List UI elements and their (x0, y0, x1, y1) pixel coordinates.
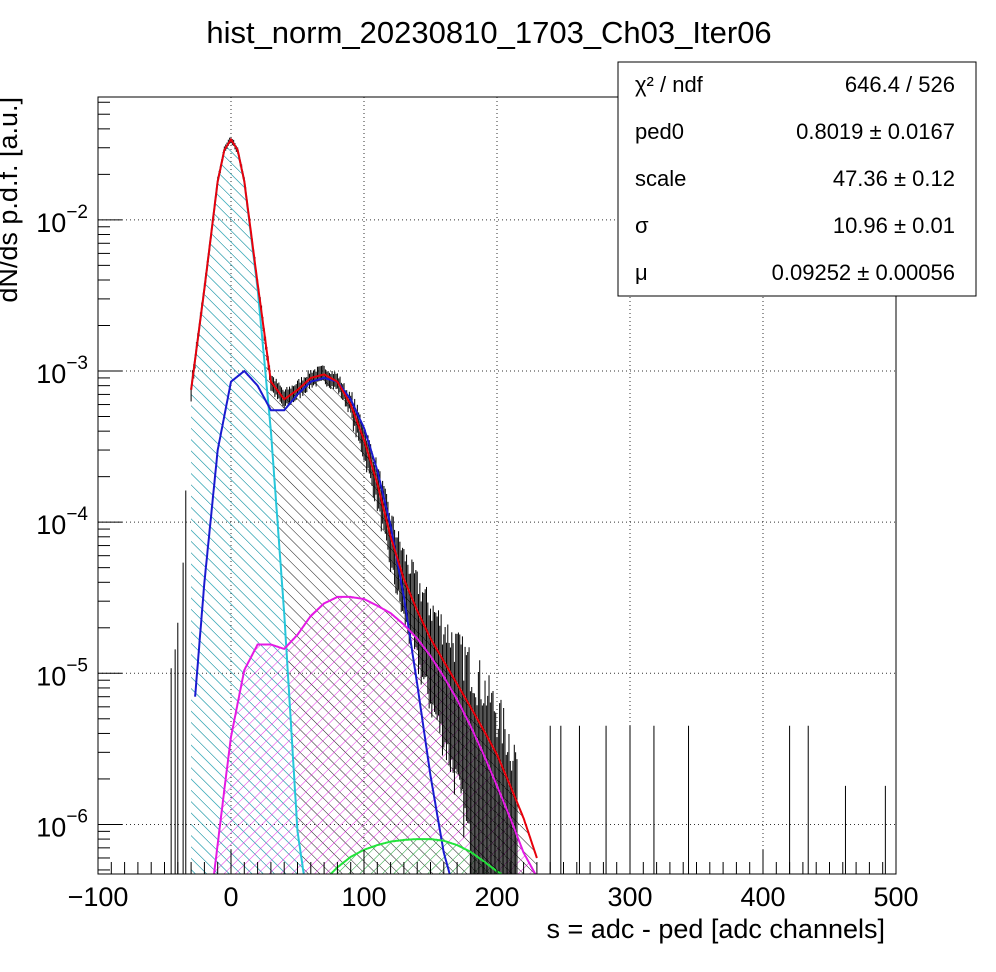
plot-area (170, 136, 886, 874)
x-tick-label: 300 (607, 882, 652, 912)
stats-label: scale (635, 166, 686, 191)
x-tick-label: −100 (68, 882, 129, 912)
three-pe-curve (330, 838, 504, 874)
stats-label: χ² / ndf (635, 72, 704, 97)
stats-label: μ (635, 260, 648, 285)
two-pe-fill (213, 596, 537, 874)
stats-label: ped0 (635, 119, 684, 144)
one-pe-curve (194, 369, 451, 874)
y-tick-label: 10−2 (36, 202, 88, 238)
stats-value: 0.09252 ± 0.00056 (772, 260, 955, 285)
x-tick-label: 500 (873, 882, 918, 912)
stats-value: 646.4 / 526 (845, 72, 955, 97)
axes: −100 0 100 200 300 400 500 10−2 10−3 10−4 10−5 10−6 (36, 101, 919, 912)
y-tick-label: 10−4 (36, 504, 88, 540)
x-tick-label: 400 (740, 882, 785, 912)
stats-value: 10.96 ± 0.01 (833, 213, 955, 238)
chart-title: hist_norm_20230810_1703_Ch03_Iter06 (206, 15, 771, 50)
y-tick-label: 10−6 (36, 806, 88, 842)
stats-box-frame (617, 61, 977, 297)
stats-value: 47.36 ± 0.12 (833, 166, 955, 191)
stats-box: χ² / ndf 646.4 / 526 ped0 0.8019 ± 0.0167 sc… (617, 61, 977, 297)
x-tick-label: 100 (341, 882, 386, 912)
y-tick-label: 10−5 (36, 655, 88, 691)
x-tick-label: 0 (223, 882, 238, 912)
y-tick-label: 10−3 (36, 353, 88, 389)
y-axis-title: dN/ds p.d.f. [a.u.] (0, 97, 23, 303)
stats-label: σ (635, 213, 649, 238)
two-pe-curve (213, 595, 537, 874)
x-axis-title: s = adc - ped [adc channels] (547, 914, 885, 944)
total-curve (190, 137, 538, 859)
x-tick-label: 200 (474, 882, 519, 912)
stats-value: 0.8019 ± 0.0167 (796, 119, 955, 144)
